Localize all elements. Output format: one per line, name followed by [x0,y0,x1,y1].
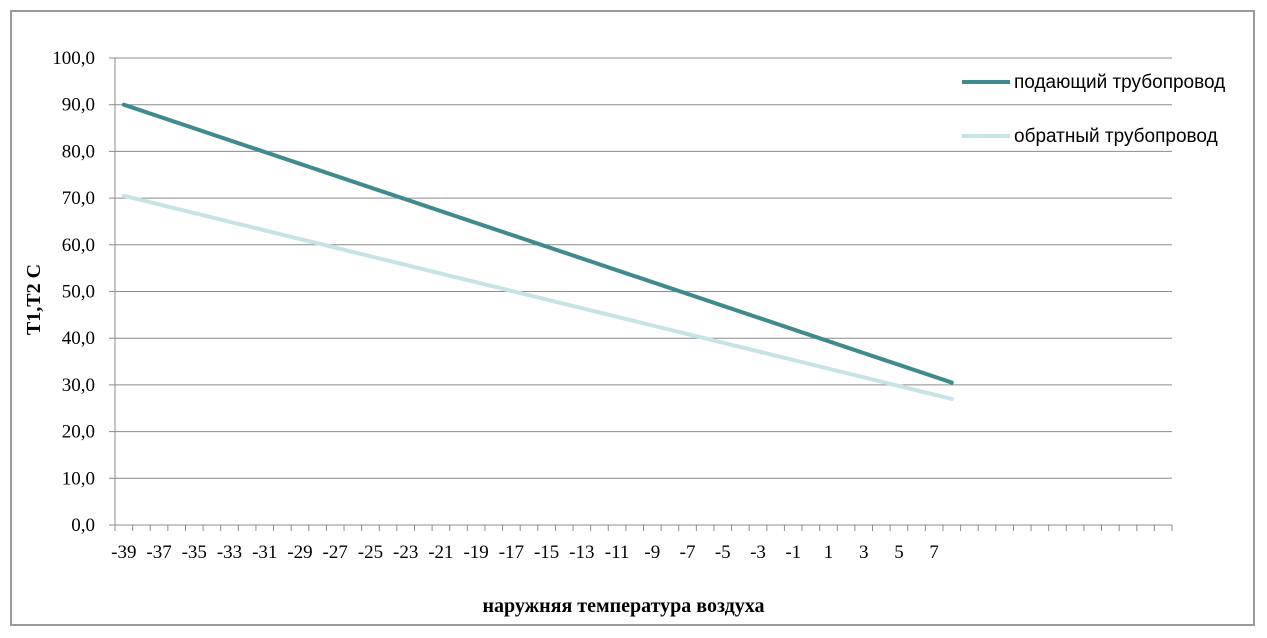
y-tick-label: 90,0 [62,95,95,116]
y-tick-label: 20,0 [62,422,95,443]
x-axis: -39 -37 -35 -33 -31 -29 -27 -25 -23 -21 -19 -17 -15-… [111,58,1173,563]
legend-label: обратный трубопровод [1014,126,1218,147]
x-tick-label: -15 [534,542,559,563]
x-tick-label: -19 [463,542,488,563]
x-tick-label: 3 [859,542,869,563]
chart-frame [10,10,1255,626]
y-tick-label: 80,0 [62,141,95,162]
x-tick-label: 5 [894,542,904,563]
x-tick-label: -7 [680,542,696,563]
x-tick-label: -39 [111,542,136,563]
x-tick-label: 7 [929,542,939,563]
x-tick-label: -5 [715,542,731,563]
y-tick-label: 40,0 [62,328,95,349]
y-tick-label: 60,0 [62,235,95,256]
series-lines [121,102,954,401]
x-tick-label: -13 [569,542,594,563]
x-tick-label: -11 [605,542,630,563]
x-tick-label: -29 [287,542,312,563]
y-axis-ticks: 0,0 10,0 20,0 30,0 40,0 50,0 60,0 70,0 80,0 90,0 1… [52,48,115,536]
y-tick-label: 10,0 [62,468,95,489]
x-tick-label: -21 [428,542,453,563]
x-tick-label: -35 [182,542,207,563]
x-tick-label: -37 [146,542,171,563]
gridlines [115,57,1172,479]
y-tick-label: 0,0 [71,515,95,536]
x-axis-label: наружняя температура воздуха [483,595,765,617]
x-tick-label: -3 [750,542,766,563]
x-tick-label: -33 [217,542,242,563]
x-tick-label: -1 [785,542,801,563]
legend-label: подающий трубопровод [1014,72,1225,93]
y-tick-label: 100,0 [52,48,95,69]
x-tick-label: -25 [358,542,383,563]
legend: подающий трубопровод обратный трубопровод [962,72,1225,147]
x-tick-label: -23 [393,542,418,563]
x-tick-label: -31 [252,542,277,563]
y-tick-label: 30,0 [62,375,95,396]
series-line [121,193,954,401]
x-tick-label: -27 [323,542,348,563]
y-tick-label: 70,0 [62,188,95,209]
x-tick-label: -9 [644,542,660,563]
y-axis-label: T1,T2 C [23,264,45,335]
y-tick-label: 50,0 [62,282,95,303]
x-tick-label: -17 [499,542,524,563]
series-line [121,102,954,385]
x-tick-label: 1 [824,542,834,563]
